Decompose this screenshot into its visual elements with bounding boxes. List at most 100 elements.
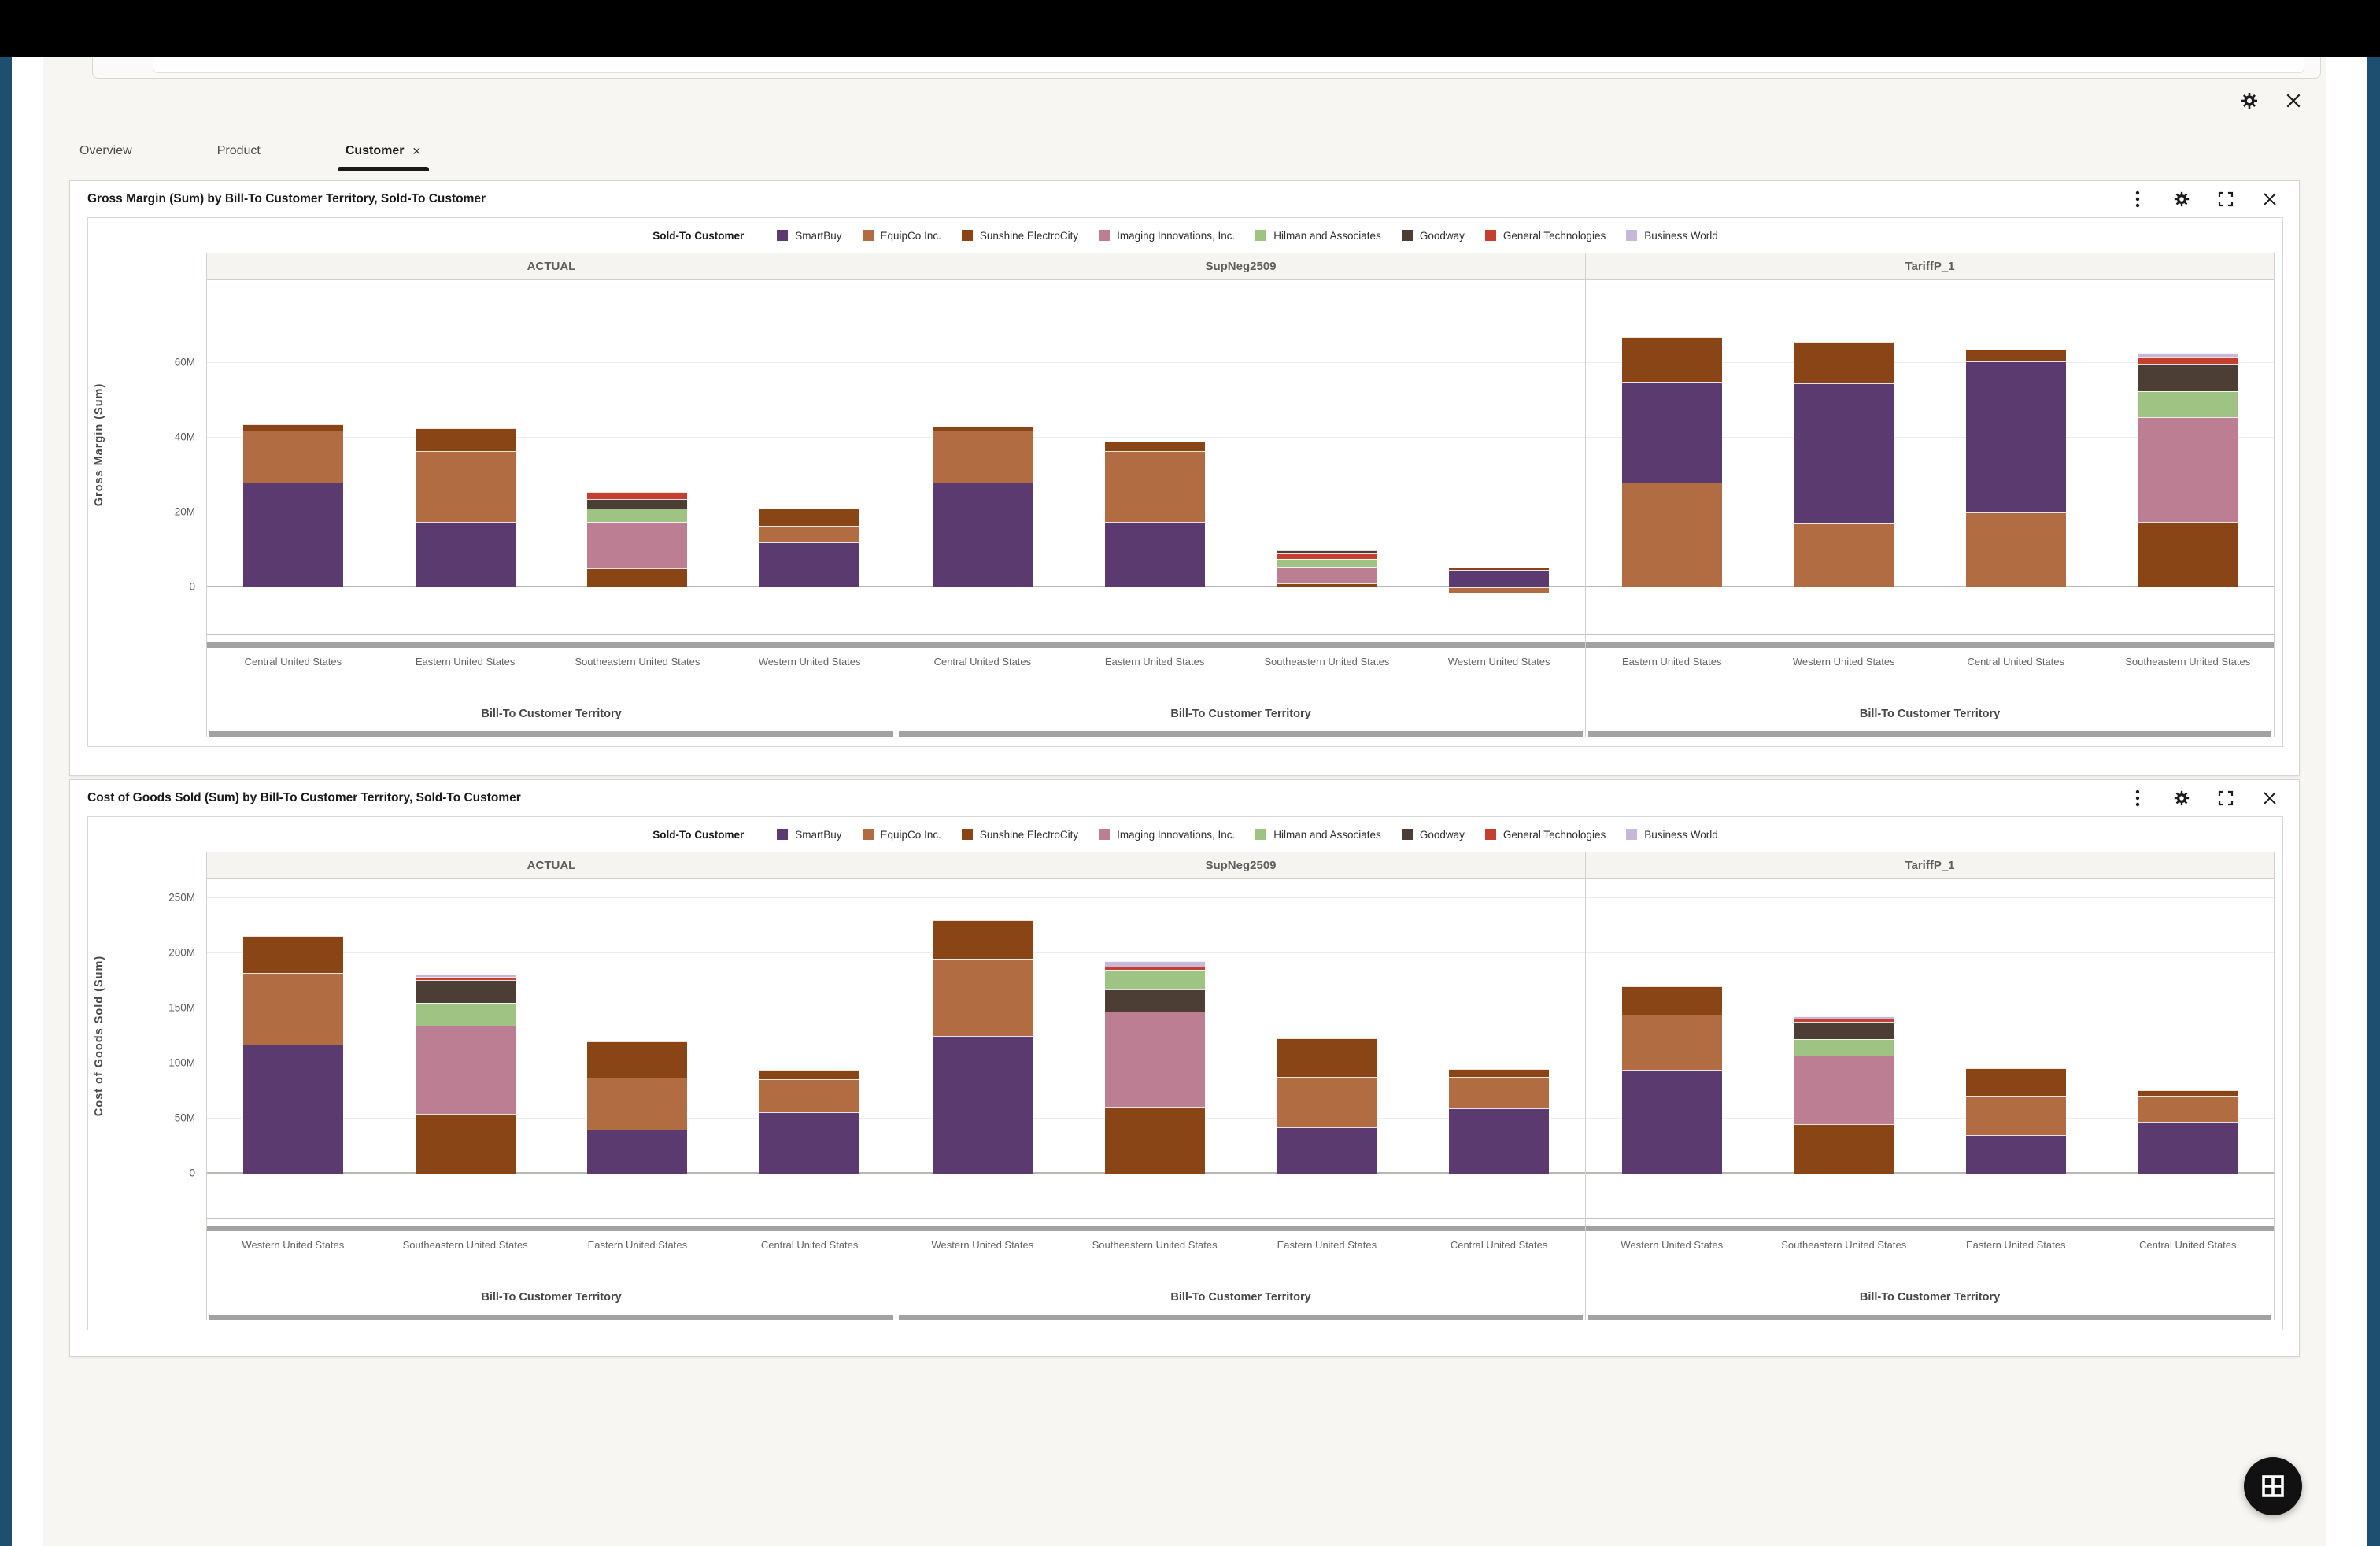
legend-item[interactable]: Business World [1626, 829, 1718, 841]
bar-segment[interactable] [415, 521, 516, 587]
bar-segment[interactable] [1794, 342, 1894, 384]
bar-segment[interactable] [242, 483, 343, 587]
bar-segment[interactable] [1621, 1070, 1722, 1174]
bar-segment[interactable] [242, 935, 343, 974]
legend-item[interactable]: Hilman and Associates [1255, 829, 1381, 841]
bar-segment[interactable] [932, 426, 1033, 431]
bar-segment[interactable] [242, 424, 343, 431]
bar-segment[interactable] [759, 1070, 860, 1079]
tab-overview[interactable]: Overview [75, 144, 137, 158]
bar-segment[interactable] [242, 973, 343, 1045]
bar-segment[interactable] [1794, 383, 1894, 524]
mini-scrollbar[interactable] [207, 634, 896, 648]
bar-segment[interactable] [1621, 483, 1722, 587]
mini-scrollbar[interactable] [207, 1218, 896, 1231]
bar-segment[interactable] [587, 521, 688, 569]
legend-item[interactable]: Business World [1626, 230, 1718, 242]
grid-view-button[interactable] [2244, 1457, 2302, 1515]
settings-icon[interactable] [2239, 91, 2260, 111]
bar-segment[interactable] [1621, 381, 1722, 483]
bar-segment[interactable] [1449, 1076, 1550, 1109]
legend-item[interactable]: EquipCo Inc. [862, 829, 941, 841]
legend-item[interactable]: Imaging Innovations, Inc. [1099, 230, 1235, 242]
legend-item[interactable]: EquipCo Inc. [862, 230, 941, 242]
bar-segment[interactable] [1277, 1076, 1377, 1128]
bar-segment[interactable] [1621, 986, 1722, 1015]
facet-scrollbar[interactable] [209, 1315, 893, 1320]
bar-segment[interactable] [1965, 1095, 2066, 1135]
bar-segment[interactable] [587, 1130, 688, 1174]
facet-scrollbar[interactable] [899, 1315, 1583, 1320]
bar-segment[interactable] [415, 979, 516, 1003]
bar-segment[interactable] [587, 1041, 688, 1078]
bar-segment[interactable] [1277, 559, 1377, 567]
tab-product[interactable]: Product [213, 144, 265, 158]
bar-segment[interactable] [587, 568, 688, 587]
bar-segment[interactable] [1965, 512, 2066, 587]
bar-segment[interactable] [2138, 416, 2238, 522]
bar-segment[interactable] [2138, 390, 2238, 417]
bar-segment[interactable] [759, 509, 860, 526]
legend-item[interactable]: Goodway [1401, 230, 1465, 242]
bar-segment[interactable] [2138, 521, 2238, 587]
legend-item[interactable]: Sunshine ElectroCity [961, 230, 1078, 242]
bar-segment[interactable] [1621, 1015, 1722, 1071]
bar-segment[interactable] [1794, 1015, 1894, 1019]
bar-segment[interactable] [1104, 521, 1205, 587]
bar-segment[interactable] [932, 483, 1033, 587]
tab-close-icon[interactable]: ✕ [412, 144, 422, 157]
bar-segment[interactable] [1449, 569, 1550, 587]
bar-segment[interactable] [1277, 1127, 1377, 1174]
facet-scrollbar[interactable] [1588, 1315, 2271, 1320]
legend-item[interactable]: General Technologies [1484, 829, 1606, 841]
bar-segment[interactable] [1449, 587, 1550, 594]
bar-segment[interactable] [932, 430, 1033, 483]
facet-scrollbar[interactable] [209, 731, 893, 737]
bar-segment[interactable] [415, 974, 516, 978]
bar-segment[interactable] [1104, 970, 1205, 990]
settings-icon[interactable] [2171, 189, 2192, 209]
bar-segment[interactable] [932, 920, 1033, 959]
close-icon[interactable] [2260, 189, 2280, 209]
bar-segment[interactable] [415, 1026, 516, 1115]
bar-segment[interactable] [1794, 1056, 1894, 1124]
bar-segment[interactable] [1794, 1039, 1894, 1056]
bar-segment[interactable] [1794, 1021, 1894, 1040]
bar-segment[interactable] [1794, 1018, 1894, 1022]
bar-segment[interactable] [2138, 364, 2238, 391]
bar-segment[interactable] [2138, 357, 2238, 365]
bar-segment[interactable] [1621, 336, 1722, 382]
bar-segment[interactable] [1965, 350, 2066, 361]
bar-segment[interactable] [759, 542, 860, 587]
bar-segment[interactable] [1965, 1067, 2066, 1096]
bar-segment[interactable] [1449, 1108, 1550, 1174]
bar-segment[interactable] [1104, 966, 1205, 970]
bar-segment[interactable] [1104, 960, 1205, 967]
bar-segment[interactable] [1794, 1124, 1894, 1174]
bar-segment[interactable] [1104, 989, 1205, 1012]
settings-icon[interactable] [2171, 788, 2192, 808]
bar-segment[interactable] [1449, 568, 1550, 570]
bar-segment[interactable] [2138, 1089, 2238, 1096]
bar-segment[interactable] [415, 1003, 516, 1026]
bar-segment[interactable] [759, 525, 860, 542]
expand-icon[interactable] [2216, 788, 2236, 808]
legend-item[interactable]: Hilman and Associates [1255, 230, 1381, 242]
bar-segment[interactable] [415, 450, 516, 522]
legend-item[interactable]: Sunshine ElectroCity [961, 829, 1078, 841]
bar-segment[interactable] [2138, 1095, 2238, 1123]
close-icon[interactable] [2260, 788, 2280, 808]
bar-segment[interactable] [1449, 1069, 1550, 1077]
bar-segment[interactable] [1277, 566, 1377, 584]
bar-segment[interactable] [1277, 1037, 1377, 1077]
bar-segment[interactable] [1277, 583, 1377, 587]
bar-segment[interactable] [1104, 441, 1205, 451]
mini-scrollbar[interactable] [1586, 1218, 2274, 1231]
legend-item[interactable]: General Technologies [1484, 230, 1606, 242]
facet-scrollbar[interactable] [899, 731, 1583, 737]
bar-segment[interactable] [1965, 361, 2066, 512]
facet-scrollbar[interactable] [1588, 731, 2271, 737]
bar-segment[interactable] [242, 1045, 343, 1174]
bar-segment[interactable] [242, 430, 343, 483]
bar-segment[interactable] [587, 491, 688, 500]
